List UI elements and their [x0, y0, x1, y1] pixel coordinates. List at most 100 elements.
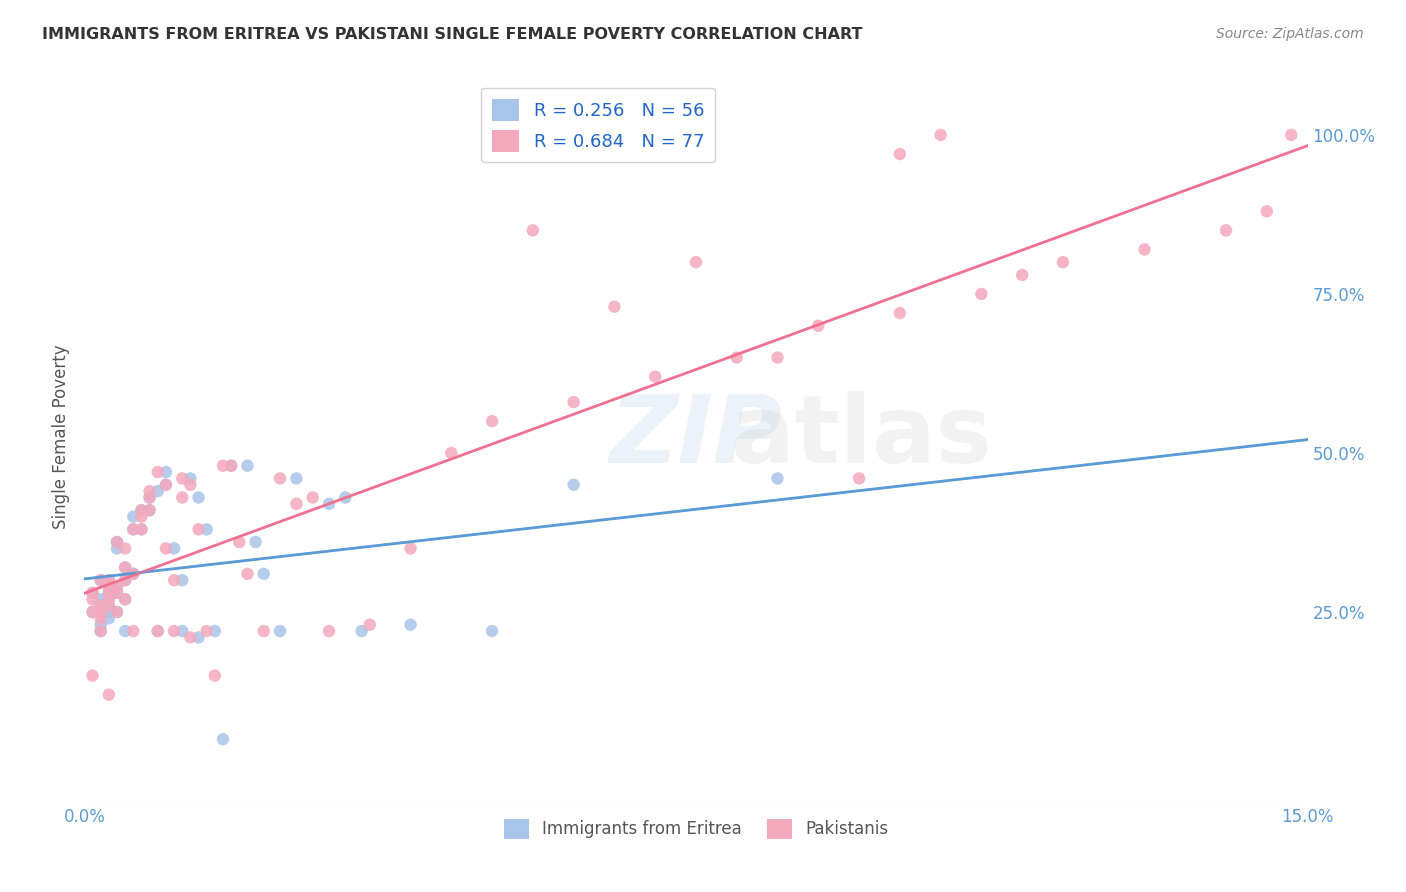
Point — [105, 541, 128, 556]
Point — [269, 471, 291, 485]
Point — [219, 458, 242, 473]
Point — [1215, 223, 1237, 237]
Point — [105, 605, 128, 619]
Point — [90, 599, 112, 613]
Point — [131, 522, 153, 536]
Point — [114, 560, 136, 574]
Point — [82, 586, 104, 600]
Point — [97, 592, 120, 607]
Point — [90, 592, 112, 607]
Point — [97, 599, 120, 613]
Point — [114, 592, 136, 607]
Point — [172, 573, 194, 587]
Point — [97, 580, 120, 594]
Point — [399, 617, 422, 632]
Point — [195, 522, 218, 536]
Point — [318, 497, 340, 511]
Point — [929, 128, 952, 142]
Point — [172, 491, 194, 505]
Point — [603, 300, 626, 314]
Point — [97, 599, 120, 613]
Point — [285, 471, 308, 485]
Point — [179, 631, 201, 645]
Point — [228, 535, 250, 549]
Point — [179, 477, 201, 491]
Point — [269, 624, 291, 638]
Point — [562, 477, 585, 491]
Point — [236, 458, 259, 473]
Point — [970, 287, 993, 301]
Point — [82, 605, 104, 619]
Point — [131, 503, 153, 517]
Point — [105, 580, 128, 594]
Point — [146, 484, 169, 499]
Point — [146, 624, 169, 638]
Point — [889, 147, 911, 161]
Point — [155, 465, 177, 479]
Point — [114, 573, 136, 587]
Point — [105, 605, 128, 619]
Text: IMMIGRANTS FROM ERITREA VS PAKISTANI SINGLE FEMALE POVERTY CORRELATION CHART: IMMIGRANTS FROM ERITREA VS PAKISTANI SIN… — [42, 27, 863, 42]
Point — [172, 471, 194, 485]
Point — [187, 491, 209, 505]
Point — [97, 573, 120, 587]
Point — [82, 605, 104, 619]
Point — [1011, 268, 1033, 282]
Point — [97, 586, 120, 600]
Point — [122, 522, 145, 536]
Point — [481, 414, 503, 428]
Point — [97, 573, 120, 587]
Point — [1256, 204, 1278, 219]
Point — [766, 471, 789, 485]
Point — [90, 573, 112, 587]
Point — [187, 631, 209, 645]
Point — [399, 541, 422, 556]
Point — [644, 369, 666, 384]
Point — [97, 688, 120, 702]
Point — [163, 573, 186, 587]
Point — [301, 491, 323, 505]
Point — [97, 592, 120, 607]
Point — [359, 617, 381, 632]
Point — [82, 592, 104, 607]
Point — [122, 509, 145, 524]
Point — [685, 255, 707, 269]
Point — [440, 446, 463, 460]
Point — [90, 624, 112, 638]
Point — [236, 566, 259, 581]
Y-axis label: Single Female Poverty: Single Female Poverty — [52, 345, 70, 529]
Point — [350, 624, 373, 638]
Point — [562, 395, 585, 409]
Point — [1052, 255, 1074, 269]
Text: atlas: atlas — [731, 391, 991, 483]
Point — [163, 541, 186, 556]
Point — [146, 624, 169, 638]
Point — [122, 624, 145, 638]
Point — [97, 605, 120, 619]
Point — [105, 586, 128, 600]
Point — [163, 624, 186, 638]
Point — [318, 624, 340, 638]
Point — [97, 580, 120, 594]
Text: Source: ZipAtlas.com: Source: ZipAtlas.com — [1216, 27, 1364, 41]
Point — [212, 732, 235, 747]
Point — [105, 580, 128, 594]
Point — [245, 535, 267, 549]
Point — [131, 503, 153, 517]
Point — [1133, 243, 1156, 257]
Point — [97, 586, 120, 600]
Point — [122, 522, 145, 536]
Point — [82, 586, 104, 600]
Point — [725, 351, 748, 365]
Point — [155, 477, 177, 491]
Point — [114, 560, 136, 574]
Point — [97, 611, 120, 625]
Point — [90, 573, 112, 587]
Point — [105, 535, 128, 549]
Point — [146, 465, 169, 479]
Point — [766, 351, 789, 365]
Point — [82, 668, 104, 682]
Point — [155, 541, 177, 556]
Point — [1279, 128, 1302, 142]
Point — [195, 624, 218, 638]
